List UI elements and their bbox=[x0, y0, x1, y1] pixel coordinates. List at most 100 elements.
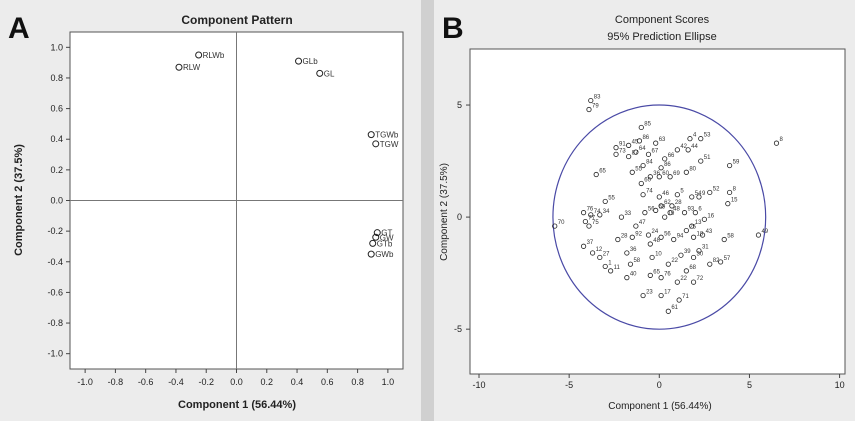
data-point bbox=[683, 169, 689, 175]
point-label: 70 bbox=[558, 220, 565, 226]
point-label: 47 bbox=[639, 220, 646, 226]
data-point bbox=[658, 165, 664, 171]
x-axis-label-b: Component 1 (56.44%) bbox=[608, 401, 711, 412]
data-point bbox=[618, 214, 625, 220]
x-tick-label: 0 bbox=[657, 380, 662, 390]
data-point bbox=[689, 223, 695, 229]
point-label: 55 bbox=[608, 195, 615, 201]
point-label: 63 bbox=[659, 137, 666, 143]
point-label: 52 bbox=[713, 186, 720, 192]
data-point bbox=[608, 268, 614, 274]
point-label: 25 bbox=[689, 225, 696, 231]
prediction-ellipse bbox=[552, 104, 767, 330]
data-point bbox=[580, 210, 587, 216]
point-label: 11 bbox=[614, 265, 621, 271]
point-label: 16 bbox=[707, 213, 714, 219]
panel-a: A Component Pattern -1.0 -0.8 -0.6 -0.4 -0.2… bbox=[0, 0, 421, 421]
y-tick-label: 0.0 bbox=[50, 196, 63, 206]
data-point bbox=[645, 232, 652, 238]
x-axis-label-a: Component 1 (56.44%) bbox=[178, 399, 296, 411]
point-label: 28 bbox=[675, 200, 682, 206]
data-point bbox=[626, 142, 632, 148]
x-tick-label: 0.6 bbox=[321, 377, 334, 387]
point-label: 27 bbox=[603, 251, 610, 257]
y-axis-label-b: Component 2 (37.5%) bbox=[439, 163, 450, 261]
component-scores-chart: B Component Scores 95% Prediction Ellips… bbox=[439, 12, 846, 412]
data-point bbox=[683, 268, 689, 274]
point-label: 56 bbox=[648, 207, 655, 213]
point-label: 40 bbox=[630, 272, 637, 278]
point-label: 22 bbox=[671, 258, 678, 264]
data-point bbox=[698, 136, 704, 142]
x-tick-label: -0.6 bbox=[138, 377, 154, 387]
point-label: 59 bbox=[733, 160, 740, 166]
point-label: 91 bbox=[619, 142, 626, 148]
point-label: 44 bbox=[691, 144, 698, 150]
point-label: 9 bbox=[702, 191, 706, 197]
point-label: 4 bbox=[693, 133, 697, 139]
data-point bbox=[586, 223, 592, 229]
point-label: 33 bbox=[624, 211, 631, 217]
point-label: 6 bbox=[698, 207, 702, 213]
panel-letter-a: A bbox=[8, 12, 30, 45]
panel-separator bbox=[421, 0, 434, 421]
data-point bbox=[602, 263, 608, 270]
y-tick-label: 5 bbox=[457, 100, 462, 110]
y-tick-label: 1.0 bbox=[50, 42, 63, 52]
data-point bbox=[696, 248, 702, 254]
data-point bbox=[707, 189, 713, 196]
data-point bbox=[698, 158, 704, 164]
data-point bbox=[662, 156, 668, 162]
data-point bbox=[727, 189, 733, 196]
x-ticks-a: -1.0 -0.8 -0.6 -0.4 -0.2 0.0 0.2 0.4 0.6 0.8 1.0 bbox=[77, 369, 394, 387]
data-point bbox=[633, 223, 639, 229]
chart-title-a: Component Pattern bbox=[181, 13, 292, 27]
point-label: 74 bbox=[594, 209, 601, 215]
point-label: 8 bbox=[779, 137, 783, 143]
data-point bbox=[647, 174, 653, 180]
data-point bbox=[645, 151, 652, 157]
data-point bbox=[701, 216, 707, 222]
data-point bbox=[649, 254, 655, 261]
point-label: 19 bbox=[668, 211, 675, 217]
data-point bbox=[647, 272, 653, 278]
data-point bbox=[707, 261, 713, 267]
data-point bbox=[586, 106, 592, 113]
data-point bbox=[653, 140, 659, 146]
data-point bbox=[633, 149, 639, 155]
data-point bbox=[640, 192, 646, 198]
point-label: 77 bbox=[588, 216, 595, 222]
reference-lines-a bbox=[70, 32, 403, 369]
data-point bbox=[613, 151, 619, 157]
data-point bbox=[658, 292, 664, 299]
point-label: 76 bbox=[587, 207, 594, 213]
x-tick-label: 0.8 bbox=[351, 377, 364, 387]
point-label: 54 bbox=[695, 191, 702, 197]
point-label: TGWb bbox=[375, 131, 399, 140]
data-point bbox=[638, 124, 644, 131]
data-point bbox=[642, 210, 648, 216]
data-point bbox=[725, 201, 731, 207]
data-point bbox=[588, 212, 594, 218]
point-label: 59 bbox=[659, 204, 666, 210]
point-label: 72 bbox=[697, 276, 704, 282]
point-label: 65 bbox=[599, 169, 606, 175]
data-point bbox=[372, 140, 380, 148]
point-label: 75 bbox=[592, 220, 599, 226]
data-point bbox=[718, 259, 724, 265]
y-tick-label: 0.2 bbox=[50, 165, 63, 175]
point-label: 15 bbox=[731, 198, 738, 204]
point-label: 8 bbox=[733, 186, 737, 192]
data-point bbox=[727, 162, 733, 169]
y-ticks-a: 1.0 0.8 0.6 0.4 0.2 0.0 -0.2 -0.4 -0.6 -0.8 -1.0 bbox=[47, 42, 70, 359]
point-label: RLW bbox=[183, 63, 201, 72]
data-point bbox=[589, 250, 596, 256]
panel-b: B Component Scores 95% Prediction Ellips… bbox=[434, 0, 855, 421]
point-label: 69 bbox=[673, 171, 680, 177]
point-label: TGW bbox=[380, 140, 399, 149]
data-point bbox=[597, 212, 603, 218]
point-label: 74 bbox=[646, 189, 653, 195]
data-point bbox=[615, 236, 621, 243]
point-label: 85 bbox=[644, 121, 651, 127]
